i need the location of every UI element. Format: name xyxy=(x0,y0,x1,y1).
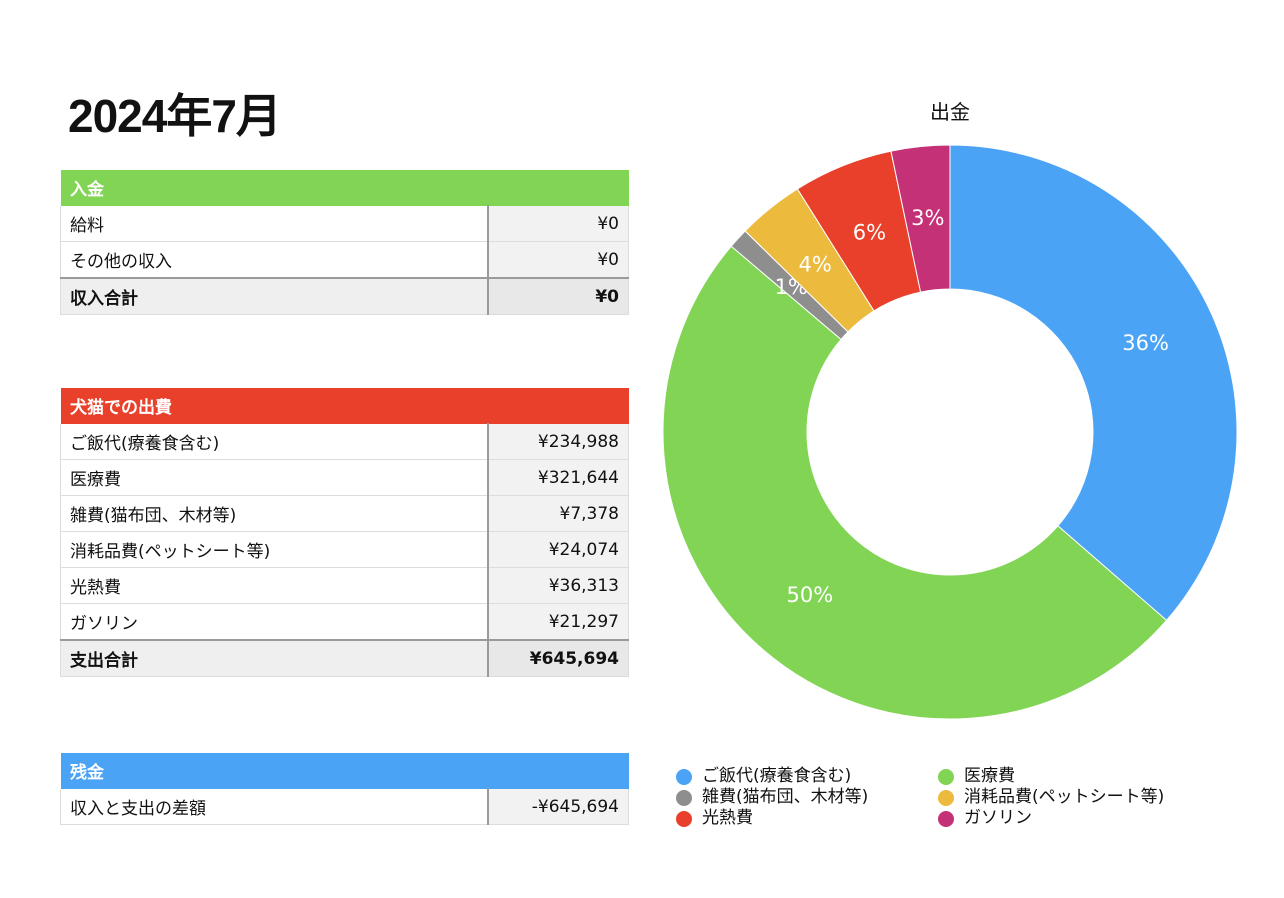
total-value[interactable]: ¥645,694 xyxy=(487,639,629,677)
table-row: 医療費 ¥321,644 xyxy=(60,459,629,496)
donut-slice[interactable] xyxy=(890,144,951,293)
row-label[interactable]: 消耗品費(ペットシート等) xyxy=(60,531,489,568)
donut-slice[interactable] xyxy=(949,144,1238,622)
row-value[interactable]: ¥0 xyxy=(487,241,629,279)
row-label[interactable]: ご飯代(療養食含む) xyxy=(60,423,489,460)
table-row: 給料 ¥0 xyxy=(60,205,629,242)
legend-label: 雑費(猫布団、木材等) xyxy=(702,787,869,807)
expense-header: 犬猫での出費 xyxy=(60,387,629,424)
income-table: 入金 給料 ¥0 その他の収入 ¥0 収入合計 ¥0 xyxy=(60,169,629,315)
table-row: 雑費(猫布団、木材等) ¥7,378 xyxy=(60,495,629,532)
chart-title: 出金 xyxy=(930,100,970,124)
row-value[interactable]: ¥36,313 xyxy=(487,567,629,604)
balance-table: 残金 収入と支出の差額 -¥645,694 xyxy=(60,752,629,825)
row-label[interactable]: 収入と支出の差額 xyxy=(60,788,489,825)
row-value[interactable]: ¥24,074 xyxy=(487,531,629,568)
legend-swatch xyxy=(938,810,954,827)
row-value[interactable]: ¥0 xyxy=(487,205,629,242)
row-label[interactable]: その他の収入 xyxy=(60,241,489,279)
slice-label: 36% xyxy=(1122,331,1169,355)
legend-swatch xyxy=(676,789,692,806)
total-value[interactable]: ¥0 xyxy=(487,277,629,315)
legend-item: ガソリン xyxy=(938,808,1032,829)
donut-chart: 36%50%1%4%6%3% xyxy=(662,144,1238,720)
legend-label: ご飯代(療養食含む) xyxy=(702,766,852,786)
row-value[interactable]: ¥321,644 xyxy=(487,459,629,496)
row-value[interactable]: -¥645,694 xyxy=(487,788,629,825)
slice-label: 4% xyxy=(799,253,832,277)
legend-swatch xyxy=(938,768,954,785)
page-title: 2024年7月 xyxy=(68,90,282,142)
table-row: ご飯代(療養食含む) ¥234,988 xyxy=(60,423,629,460)
legend-label: ガソリン xyxy=(964,808,1032,828)
legend-item: ご飯代(療養食含む) xyxy=(676,766,851,787)
balance-header: 残金 xyxy=(60,752,629,789)
table-row: 消耗品費(ペットシート等) ¥24,074 xyxy=(60,531,629,568)
legend-item: 消耗品費(ペットシート等) xyxy=(938,787,1164,808)
legend-item: 光熱費 xyxy=(676,808,753,829)
slice-label: 50% xyxy=(787,583,834,607)
legend-item: 医療費 xyxy=(938,766,1015,787)
row-value[interactable]: ¥21,297 xyxy=(487,603,629,641)
row-value[interactable]: ¥7,378 xyxy=(487,495,629,532)
total-row: 支出合計 ¥645,694 xyxy=(60,639,629,677)
row-label[interactable]: 医療費 xyxy=(60,459,489,496)
table-row: 収入と支出の差額 -¥645,694 xyxy=(60,788,629,825)
legend-label: 光熱費 xyxy=(702,808,753,828)
legend-label: 消耗品費(ペットシート等) xyxy=(964,787,1165,807)
total-label[interactable]: 支出合計 xyxy=(60,639,489,677)
donut-slice[interactable] xyxy=(662,245,1168,720)
table-row: ガソリン ¥21,297 xyxy=(60,603,629,641)
legend-label: 医療費 xyxy=(964,766,1015,786)
income-header: 入金 xyxy=(60,169,629,206)
expense-table: 犬猫での出費 ご飯代(療養食含む) ¥234,988 医療費 ¥321,644 … xyxy=(60,387,629,677)
slice-label: 6% xyxy=(853,221,886,245)
legend-swatch xyxy=(938,789,954,806)
slice-label: 3% xyxy=(911,206,944,230)
row-label[interactable]: 光熱費 xyxy=(60,567,489,604)
total-label[interactable]: 収入合計 xyxy=(60,277,489,315)
table-row: その他の収入 ¥0 xyxy=(60,241,629,279)
row-value[interactable]: ¥234,988 xyxy=(487,423,629,460)
row-label[interactable]: 雑費(猫布団、木材等) xyxy=(60,495,489,532)
legend-swatch xyxy=(676,768,692,785)
legend-item: 雑費(猫布団、木材等) xyxy=(676,787,868,808)
total-row: 収入合計 ¥0 xyxy=(60,277,629,315)
legend-swatch xyxy=(676,810,692,827)
row-label[interactable]: 給料 xyxy=(60,205,489,242)
table-row: 光熱費 ¥36,313 xyxy=(60,567,629,604)
row-label[interactable]: ガソリン xyxy=(60,603,489,641)
